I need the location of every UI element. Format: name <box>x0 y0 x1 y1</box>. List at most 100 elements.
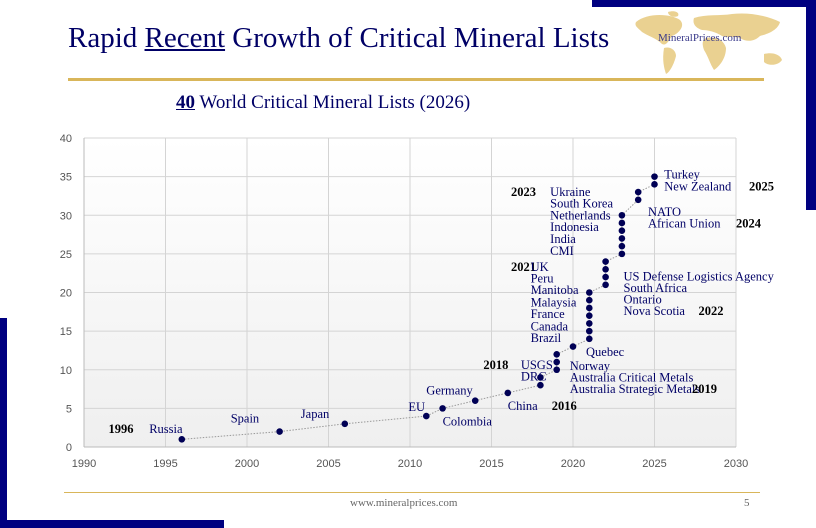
year-annotation: 2025 <box>749 180 774 194</box>
data-point <box>439 405 446 412</box>
list-label: Australia Strategic Metals <box>570 382 701 396</box>
list-label: South Africa <box>624 281 688 295</box>
list-label: Norway <box>570 359 611 373</box>
data-point <box>586 312 593 319</box>
y-tick-label: 5 <box>66 403 72 415</box>
list-label: USGS <box>521 358 553 372</box>
data-point <box>634 188 642 196</box>
x-tick-label: 2030 <box>724 458 748 470</box>
footer-url: www.mineralprices.com <box>350 497 458 509</box>
list-label: Colombia <box>443 415 493 429</box>
x-tick-label: 1995 <box>153 458 177 470</box>
data-point <box>276 428 283 435</box>
list-label: New Zealand <box>664 180 732 194</box>
data-point <box>586 304 593 312</box>
list-label: South Korea <box>550 197 613 211</box>
title-emphasis: Recent <box>144 22 226 54</box>
data-point <box>586 289 593 296</box>
year-annotation: 2018 <box>483 358 508 372</box>
data-point <box>178 435 186 443</box>
y-tick-label: 25 <box>60 249 72 261</box>
y-tick-label: 40 <box>60 133 72 145</box>
list-label: NATO <box>648 205 681 219</box>
x-tick-label: 2010 <box>398 458 422 470</box>
logo-text: MineralPrices.com <box>658 32 742 44</box>
data-point <box>651 173 658 180</box>
list-label: Brazil <box>531 331 562 345</box>
data-point <box>602 266 609 273</box>
list-label: African Union <box>648 217 721 231</box>
data-point <box>618 227 626 234</box>
x-tick-label: 2020 <box>561 458 585 470</box>
x-tick-label: 1990 <box>72 458 96 470</box>
data-point <box>602 273 609 281</box>
data-point <box>618 242 626 250</box>
data-point <box>618 235 626 242</box>
data-point <box>602 281 609 289</box>
year-annotation: 2016 <box>552 399 577 413</box>
y-tick-label: 15 <box>60 326 72 338</box>
data-point <box>618 250 626 258</box>
data-point <box>586 296 593 304</box>
list-label: Canada <box>531 319 569 333</box>
data-point <box>651 181 658 188</box>
year-annotation: 1996 <box>108 422 133 436</box>
data-point <box>634 196 642 204</box>
list-label: Netherlands <box>550 208 611 222</box>
year-annotation: 2023 <box>511 185 536 199</box>
list-label: Manitoba <box>531 283 579 297</box>
list-label: China <box>508 399 538 413</box>
decor-bar-top <box>592 0 816 7</box>
list-label: France <box>531 307 565 321</box>
list-label: Turkey <box>664 167 700 181</box>
list-label: DRC <box>521 370 547 384</box>
data-point <box>586 327 593 335</box>
list-label: UK <box>531 260 549 274</box>
list-label: Malaysia <box>531 296 577 310</box>
y-tick-label: 0 <box>66 442 72 454</box>
data-point <box>553 358 560 366</box>
decor-bar-right <box>806 0 816 210</box>
title-part: Growth of Critical Mineral Lists <box>225 22 610 54</box>
year-annotation: 2021 <box>511 260 536 274</box>
data-point <box>471 397 479 404</box>
list-label: Germany <box>426 384 473 398</box>
data-point <box>602 258 609 265</box>
list-label: Peru <box>531 272 555 286</box>
list-label: Nova Scotia <box>624 304 686 318</box>
decor-bar-left <box>0 318 7 528</box>
list-label: Indonesia <box>550 220 599 234</box>
x-tick-label: 2025 <box>642 458 666 470</box>
list-label: Japan <box>301 407 330 421</box>
list-label: Australia Critical Metals <box>570 370 694 384</box>
data-point <box>341 420 349 428</box>
year-annotation: 2019 <box>692 382 717 396</box>
page-number: 5 <box>744 497 750 509</box>
list-label: EU <box>408 400 425 414</box>
data-point <box>553 366 560 374</box>
decor-bar-bottom <box>0 520 224 528</box>
list-label: CMI <box>550 244 574 258</box>
list-count: 40 <box>176 92 195 113</box>
data-point <box>537 374 544 381</box>
world-map-logo-icon <box>635 11 782 74</box>
connector-line <box>181 176 655 440</box>
x-tick-label: 2005 <box>316 458 340 470</box>
data-point <box>586 335 593 343</box>
list-label: US Defense Logistics Agency <box>624 269 775 283</box>
slide-title: Rapid Recent Growth of Critical Mineral … <box>68 22 609 55</box>
data-point <box>423 412 430 420</box>
y-tick-label: 30 <box>60 210 72 222</box>
list-label: Ontario <box>624 292 662 306</box>
title-divider <box>68 78 764 81</box>
list-label: India <box>550 232 576 246</box>
y-tick-label: 10 <box>60 365 72 377</box>
data-point <box>618 219 626 227</box>
y-tick-label: 20 <box>60 288 72 300</box>
chart-title-text: World Critical Mineral Lists (2026) <box>195 92 471 113</box>
title-part: Rapid <box>68 22 145 54</box>
data-point <box>504 389 512 397</box>
data-point <box>569 343 577 350</box>
footer-divider <box>64 492 760 493</box>
